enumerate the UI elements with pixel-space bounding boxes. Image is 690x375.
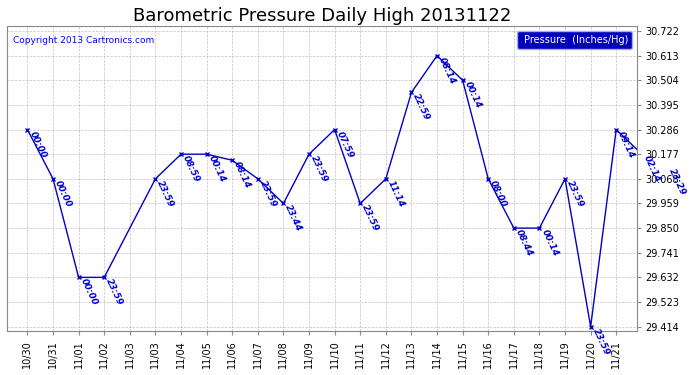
Text: 23:59: 23:59 bbox=[360, 204, 380, 233]
Text: 09:14: 09:14 bbox=[616, 129, 636, 159]
Text: Copyright 2013 Cartronics.com: Copyright 2013 Cartronics.com bbox=[13, 36, 155, 45]
Text: 23:29: 23:29 bbox=[667, 166, 688, 196]
Text: 00:14: 00:14 bbox=[206, 154, 227, 184]
Text: 23:59: 23:59 bbox=[258, 179, 278, 209]
Text: 23:59: 23:59 bbox=[155, 179, 176, 209]
Text: 00:00: 00:00 bbox=[28, 129, 48, 159]
Text: 07:59: 07:59 bbox=[335, 129, 355, 159]
Text: 00:14: 00:14 bbox=[540, 228, 560, 258]
Text: 23:59: 23:59 bbox=[565, 179, 585, 209]
Text: 08:14: 08:14 bbox=[233, 160, 253, 190]
Text: 00:00: 00:00 bbox=[53, 179, 73, 209]
Text: 08:44: 08:44 bbox=[514, 228, 534, 258]
Text: 00:14: 00:14 bbox=[462, 80, 483, 110]
Text: 23:44: 23:44 bbox=[284, 204, 304, 233]
Text: 11:14: 11:14 bbox=[386, 179, 406, 209]
Text: 00:00: 00:00 bbox=[79, 278, 99, 307]
Title: Barometric Pressure Daily High 20131122: Barometric Pressure Daily High 20131122 bbox=[132, 7, 511, 25]
Text: 23:59: 23:59 bbox=[309, 154, 329, 184]
Text: 22:59: 22:59 bbox=[411, 93, 432, 122]
Text: 02:14: 02:14 bbox=[642, 154, 662, 184]
Legend: Pressure  (Inches/Hg): Pressure (Inches/Hg) bbox=[517, 32, 632, 49]
Text: 08:00: 08:00 bbox=[489, 179, 509, 209]
Text: 08:14: 08:14 bbox=[437, 56, 457, 86]
Text: 23:59: 23:59 bbox=[591, 327, 611, 356]
Text: 08:59: 08:59 bbox=[181, 154, 201, 184]
Text: 23:59: 23:59 bbox=[104, 278, 124, 307]
